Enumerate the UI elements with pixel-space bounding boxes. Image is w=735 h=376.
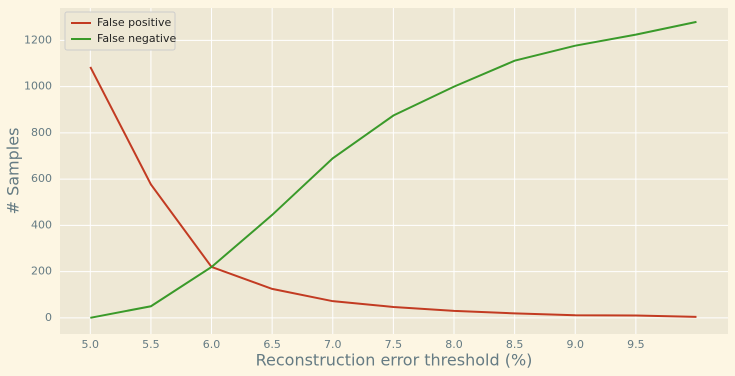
y-tick-label: 200 <box>31 265 52 278</box>
legend-label: False positive <box>97 16 171 29</box>
line <box>89 66 697 318</box>
legend-box <box>64 11 176 51</box>
x-tick-label: 9.5 <box>627 338 645 351</box>
y-tick-label: 400 <box>31 218 52 231</box>
x-tick-label: 5.0 <box>82 338 100 351</box>
x-tick-label: 7.0 <box>324 338 342 351</box>
x-tick-label: 5.5 <box>142 338 160 351</box>
x-tick-label: 7.5 <box>385 338 403 351</box>
x-tick-label: 9.0 <box>566 338 584 351</box>
x-tick-label: 6.0 <box>203 338 221 351</box>
y-tick-label: 600 <box>31 172 52 185</box>
legend-label: False negative <box>97 32 176 45</box>
y-axis-label: # Samples <box>4 128 23 215</box>
x-axis-label: Reconstruction error threshold (%) <box>256 351 533 370</box>
x-tick-label: 6.5 <box>263 338 281 351</box>
plot-area <box>60 8 728 334</box>
y-tick-label: 1000 <box>24 80 52 93</box>
y-tick-label: 1200 <box>24 33 52 46</box>
x-tick-label: 8.5 <box>506 338 524 351</box>
y-tick-label: 0 <box>45 311 52 324</box>
y-tick-label: 800 <box>31 126 52 139</box>
x-tick-label: 8.0 <box>445 338 463 351</box>
line <box>90 20 697 319</box>
